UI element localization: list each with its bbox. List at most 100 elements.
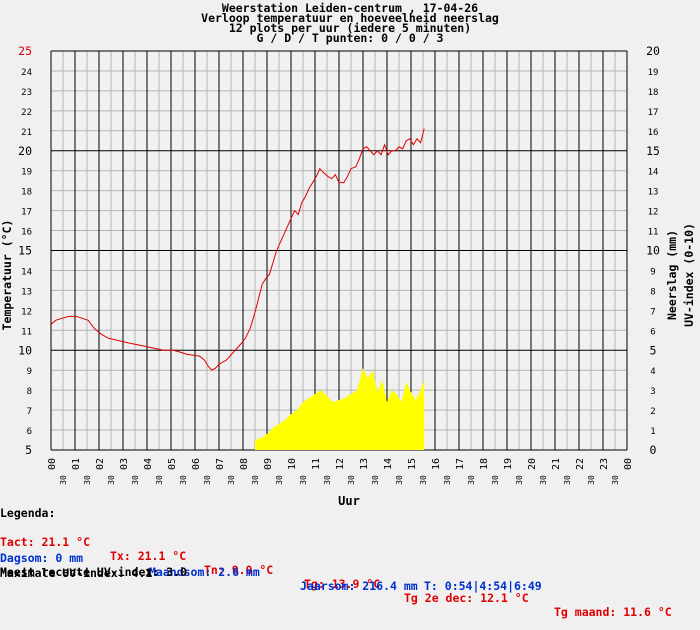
temperature-line — [50, 128, 425, 371]
right-tick-label: 1 — [650, 427, 655, 437]
left-tick-label: 11 — [21, 327, 32, 337]
uv-index-area — [255, 368, 425, 450]
right-tick-label: 7 — [650, 307, 655, 317]
x-tick-label: 19 — [503, 458, 514, 470]
right-tick-label: 9 — [650, 267, 655, 277]
x-tick-label: 11 — [311, 458, 322, 470]
x-tick-sublabel: 30 — [467, 475, 476, 485]
right-tick-label: 3 — [650, 387, 655, 397]
right-tick-label: 18 — [648, 88, 659, 98]
x-tick-sublabel: 30 — [299, 475, 308, 485]
legend-tx: Tx: 21.1 °C — [110, 549, 187, 563]
x-tick-sublabel: 30 — [443, 475, 452, 485]
right-tick-label: 16 — [648, 128, 659, 138]
right-tick-label: 19 — [648, 68, 659, 78]
left-tick-label: 8 — [27, 387, 32, 397]
legend-tg-2e-dec: Tg 2e dec: 12.1 °C — [404, 591, 529, 605]
right-tick-label: 8 — [650, 287, 655, 297]
left-tick-label: 10 — [18, 343, 32, 357]
x-tick-label: 13 — [359, 458, 370, 470]
right-tick-label: 13 — [648, 188, 659, 198]
x-tick-sublabel: 30 — [611, 475, 620, 485]
right-tick-label: 15 — [646, 144, 660, 158]
left-tick-label: 14 — [21, 267, 32, 277]
x-tick-sublabel: 30 — [179, 475, 188, 485]
legend-tg-maand: Tg maand: 11.6 °C — [554, 605, 672, 619]
x-tick-label: 01 — [71, 458, 82, 470]
x-tick-sublabel: 30 — [323, 475, 332, 485]
x-tick-sublabel: 30 — [491, 475, 500, 485]
legend-tact: Tact: 21.1 °C — [0, 535, 91, 549]
y-axis-label-left: Temperatuur (°C) — [0, 220, 14, 331]
legend-tn: Tn: 9.0 °C — [204, 563, 274, 577]
x-tick-sublabel: 30 — [203, 475, 212, 485]
x-tick-label: 07 — [215, 458, 226, 470]
left-tick-label: 13 — [21, 287, 32, 297]
x-tick-label: 08 — [239, 458, 250, 470]
x-tick-label: 14 — [383, 458, 394, 470]
left-tick-label: 25 — [18, 44, 32, 58]
x-tick-label: 15 — [407, 458, 418, 470]
x-tick-label: 03 — [119, 458, 130, 470]
left-tick-label: 18 — [21, 188, 32, 198]
chart-title-line-1: Weerstation Leiden-centrum , 17-04-26 — [221, 1, 479, 15]
left-tick-label: 16 — [21, 228, 32, 238]
left-tick-label: 7 — [27, 407, 32, 417]
x-tick-sublabel: 30 — [419, 475, 428, 485]
chart-title-line-4: G / D / T punten: 0 / 0 / 3 — [256, 31, 444, 45]
right-tick-label: 17 — [648, 108, 659, 118]
x-tick-sublabel: 30 — [155, 475, 164, 485]
legend-tg: Tg: 13.9 °C — [304, 577, 381, 591]
legend-uv-recent: Meest recente UV-index: 3.0 — [0, 565, 187, 579]
x-tick-sublabel: 30 — [371, 475, 380, 485]
left-tick-label: 9 — [27, 367, 32, 377]
left-tick-label: 21 — [21, 128, 32, 138]
right-tick-label: 10 — [646, 244, 660, 258]
x-tick-sublabel: 30 — [587, 475, 596, 485]
x-tick-sublabel: 30 — [515, 475, 524, 485]
x-tick-label: 17 — [455, 458, 466, 470]
left-tick-label: 12 — [21, 307, 32, 317]
legend-precipitation-row: Dagsom: 0 mm Maandsom: 2.6 mm Jaarsom: 2… — [0, 537, 700, 593]
left-tick-label: 15 — [18, 244, 32, 258]
legend-uv-max: Maximale UV-index: 4.1 — [0, 566, 153, 580]
right-tick-label: 14 — [648, 168, 659, 178]
x-tick-sublabel: 30 — [395, 475, 404, 485]
chart-title-line-2: Verloop temperatuur en hoeveelheid neers… — [201, 11, 499, 25]
left-tick-label: 23 — [21, 88, 32, 98]
legend-uv-times: T: 0:54|4:54|6:49 — [424, 579, 542, 593]
legend-uv-row: Meest recente UV-index: 3.0 T: 0:54|4:54… — [0, 551, 700, 593]
right-tick-label: 2 — [650, 407, 655, 417]
x-tick-label: 05 — [167, 458, 178, 470]
x-tick-sublabel: 30 — [59, 475, 68, 485]
right-tick-label: 20 — [646, 44, 660, 58]
right-tick-label: 5 — [650, 343, 657, 357]
legend-dagsom: Dagsom: 0 mm — [0, 551, 84, 565]
x-tick-label: 20 — [527, 458, 538, 470]
right-tick-label: 4 — [650, 367, 655, 377]
x-tick-sublabel: 30 — [131, 475, 140, 485]
left-tick-label: 5 — [25, 443, 32, 457]
legend-temperature-row: Tact: 21.1 °C Tx: 21.1 °C Tn: 9.0 °C Tg:… — [0, 521, 700, 619]
x-tick-sublabel: 30 — [83, 475, 92, 485]
x-tick-sublabel: 30 — [251, 475, 260, 485]
right-tick-label: 12 — [648, 208, 659, 218]
y-axis-label-right-uv: UV-index (0-10) — [682, 223, 696, 327]
x-tick-sublabel: 30 — [539, 475, 548, 485]
left-tick-label: 22 — [21, 108, 32, 118]
left-tick-label: 20 — [18, 144, 32, 158]
left-tick-label: 19 — [21, 168, 32, 178]
x-tick-sublabel: 30 — [347, 475, 356, 485]
x-tick-sublabel: 30 — [563, 475, 572, 485]
x-tick-sublabel: 30 — [107, 475, 116, 485]
x-tick-label: 09 — [263, 458, 274, 470]
left-tick-label: 6 — [27, 427, 32, 437]
x-tick-label: 04 — [143, 458, 154, 470]
x-tick-label: 16 — [431, 458, 442, 470]
left-tick-label: 17 — [21, 208, 32, 218]
left-tick-label: 24 — [21, 68, 32, 78]
x-tick-sublabel: 30 — [275, 475, 284, 485]
chart-title-line-3: 12 plots per uur (iedere 5 minuten) — [228, 21, 472, 35]
x-tick-label: 12 — [335, 458, 346, 470]
